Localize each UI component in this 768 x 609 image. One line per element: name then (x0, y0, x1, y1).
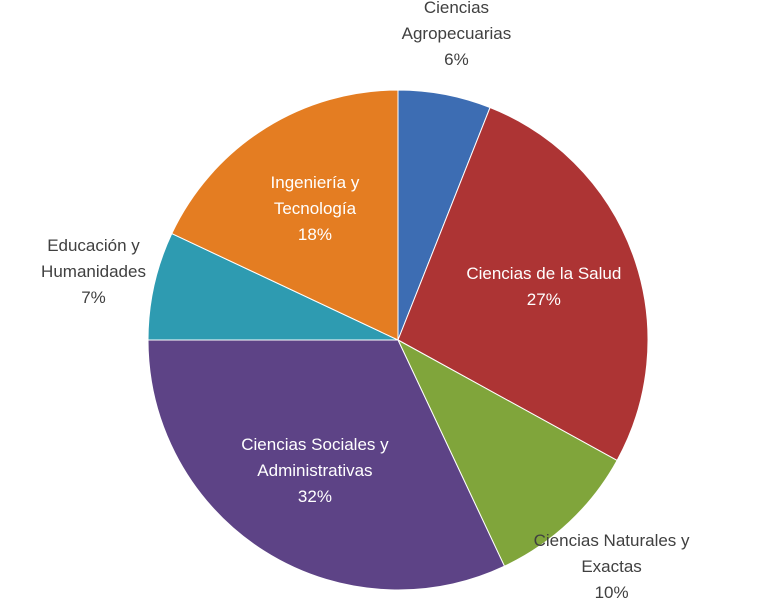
slice-label: Ciencias de la Salud 27% (466, 261, 621, 313)
value-label: 10% (594, 583, 629, 603)
pie-slice (147, 232, 399, 341)
category-label: Ciencias de la Salud (466, 264, 622, 284)
category-label: Ciencias Sociales y Administrativas (241, 434, 389, 480)
pie-slice (396, 338, 618, 567)
category-label: Ingeniería y Tecnología (270, 173, 360, 219)
category-label: Ciencias Agropecuarias (401, 0, 512, 43)
value-label: 18% (297, 225, 332, 245)
slice-label: Ingeniería y Tecnología 18% (230, 170, 400, 248)
value-label: 27% (526, 290, 561, 310)
pie-slice (397, 106, 649, 462)
value-label: 6% (444, 49, 469, 69)
slice-label: Educación y Humanidades 7% (9, 233, 179, 311)
slice-label: Ciencias Naturales y Exactas 10% (527, 528, 697, 606)
category-label: Ciencias Naturales y Exactas (533, 531, 690, 577)
pie-slice (147, 339, 506, 591)
value-label: 32% (297, 486, 332, 506)
slice-label: Ciencias Agropecuarias 6% (371, 0, 541, 73)
slice-label: Ciencias Sociales y Administrativas 32% (230, 432, 400, 510)
category-label: Educación y Humanidades (41, 235, 146, 281)
pie-slice (171, 89, 399, 341)
value-label: 7% (81, 287, 106, 307)
